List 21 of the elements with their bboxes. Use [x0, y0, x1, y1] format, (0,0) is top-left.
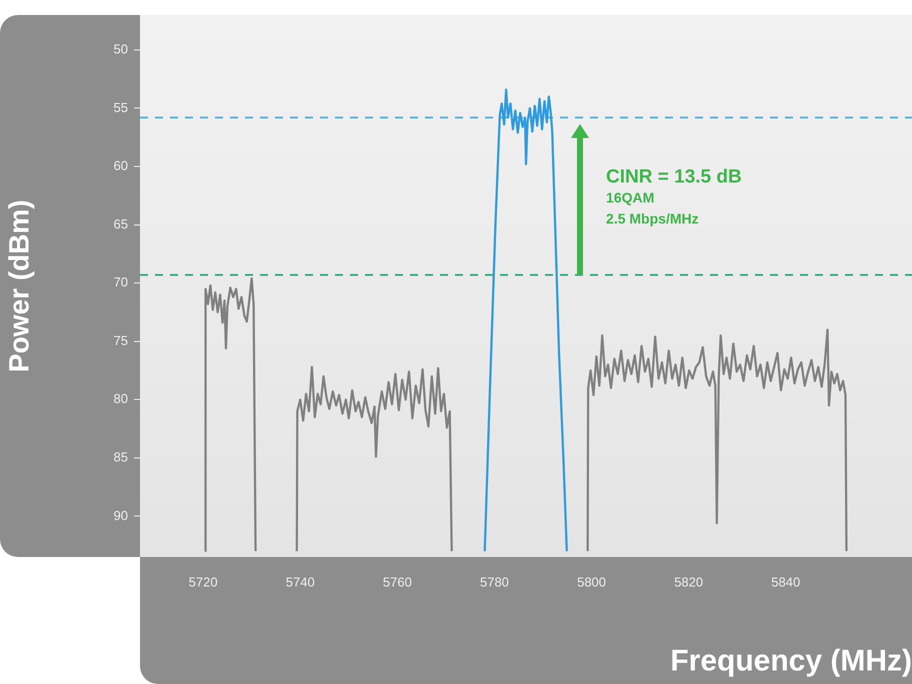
y-tick-label: 80 — [114, 391, 128, 406]
annotation: 16QAM — [606, 189, 654, 206]
x-tick-label: 5800 — [577, 574, 606, 590]
x-axis-title: Frequency (MHz) — [670, 644, 912, 678]
y-tick-label: 50 — [114, 42, 128, 57]
x-tick-label: 5760 — [382, 574, 412, 590]
y-tick-label: 90 — [114, 508, 128, 523]
y-tick-label: 85 — [114, 450, 128, 465]
x-tick-label: 5740 — [286, 574, 315, 590]
x-tick-label: 5720 — [188, 574, 218, 590]
y-tick-label: 70 — [114, 274, 128, 290]
y-tick-label: 55 — [114, 100, 128, 115]
x-tick-label: 5780 — [480, 574, 509, 590]
annotation: 2.5 Mbps/MHz — [606, 210, 699, 226]
y-tick-label: 65 — [114, 216, 128, 232]
y-axis-title: Power (dBm) — [4, 200, 35, 372]
x-tick-label: 5840 — [771, 574, 800, 590]
annotation: CINR = 13.5 dB — [606, 166, 742, 188]
x-tick-label: 5820 — [674, 574, 704, 590]
y-tick-label: 75 — [114, 332, 128, 348]
y-tick-label: 60 — [114, 158, 128, 174]
